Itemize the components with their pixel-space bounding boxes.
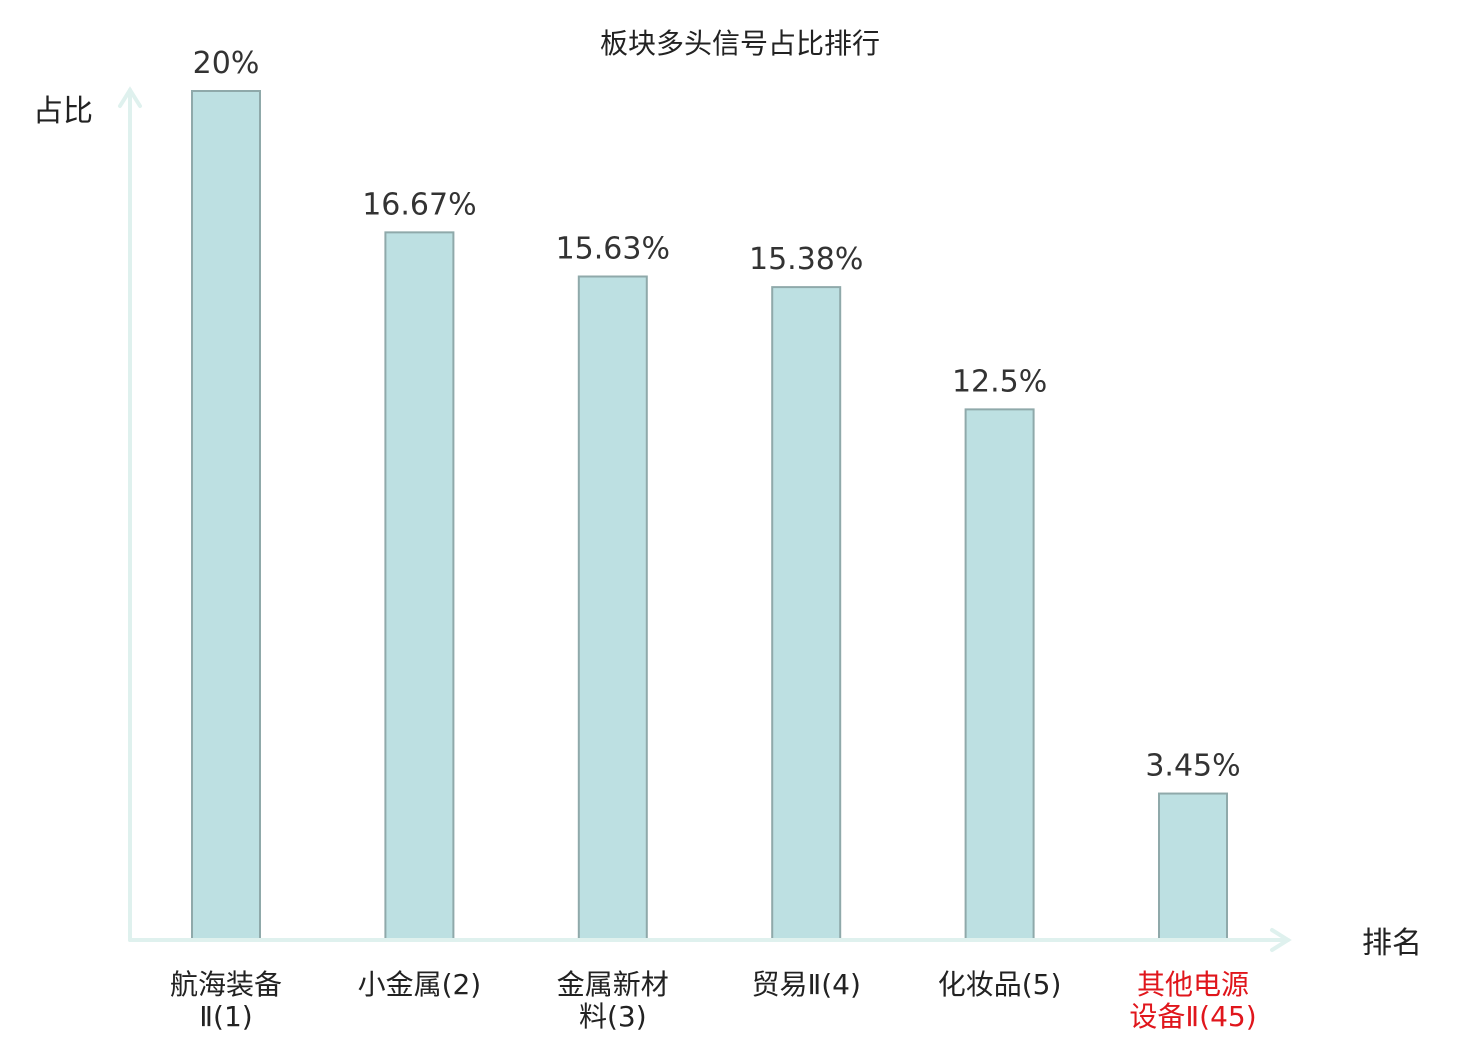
value-label-3: 15.63% bbox=[556, 232, 670, 267]
chart-title: 板块多头信号占比排行 bbox=[600, 27, 880, 60]
bar-2 bbox=[384, 231, 455, 941]
tick-label-3-line-1: 金属新材 bbox=[557, 968, 669, 1001]
axes-layer bbox=[118, 86, 1292, 952]
value-label-5: 12.5% bbox=[952, 364, 1047, 399]
tick-label-5-line-1: 化妆品(5) bbox=[938, 968, 1062, 1001]
value-label-2: 16.67% bbox=[362, 187, 476, 222]
tick-label-1-line-1: 航海装备 bbox=[170, 968, 282, 1001]
bars-layer bbox=[191, 90, 1228, 942]
tick-label-6-line-2: 设备Ⅱ(45) bbox=[1129, 1000, 1256, 1033]
tick-label-1-line-2: Ⅱ(1) bbox=[199, 1000, 252, 1033]
y-axis-arrow-icon bbox=[118, 86, 142, 108]
bar-5 bbox=[964, 408, 1035, 941]
bar-6 bbox=[1158, 792, 1228, 941]
x-axis-title: 排名 bbox=[1362, 926, 1422, 961]
y-axis-title: 占比 bbox=[33, 94, 93, 129]
bar-4 bbox=[771, 286, 842, 941]
tick-label-6-line-1: 其他电源 bbox=[1137, 968, 1249, 1001]
tick-label-4-line-1: 贸易Ⅱ(4) bbox=[751, 968, 860, 1001]
bar-3 bbox=[577, 275, 648, 942]
tick-label-2-line-1: 小金属(2) bbox=[358, 968, 482, 1001]
value-label-4: 15.38% bbox=[749, 242, 863, 277]
value-label-1: 20% bbox=[193, 46, 260, 81]
x-axis-arrow-icon bbox=[1270, 928, 1292, 952]
value-label-6: 3.45% bbox=[1145, 749, 1240, 784]
tick-label-3-line-2: 料(3) bbox=[579, 1000, 647, 1033]
bar-1 bbox=[191, 90, 261, 941]
